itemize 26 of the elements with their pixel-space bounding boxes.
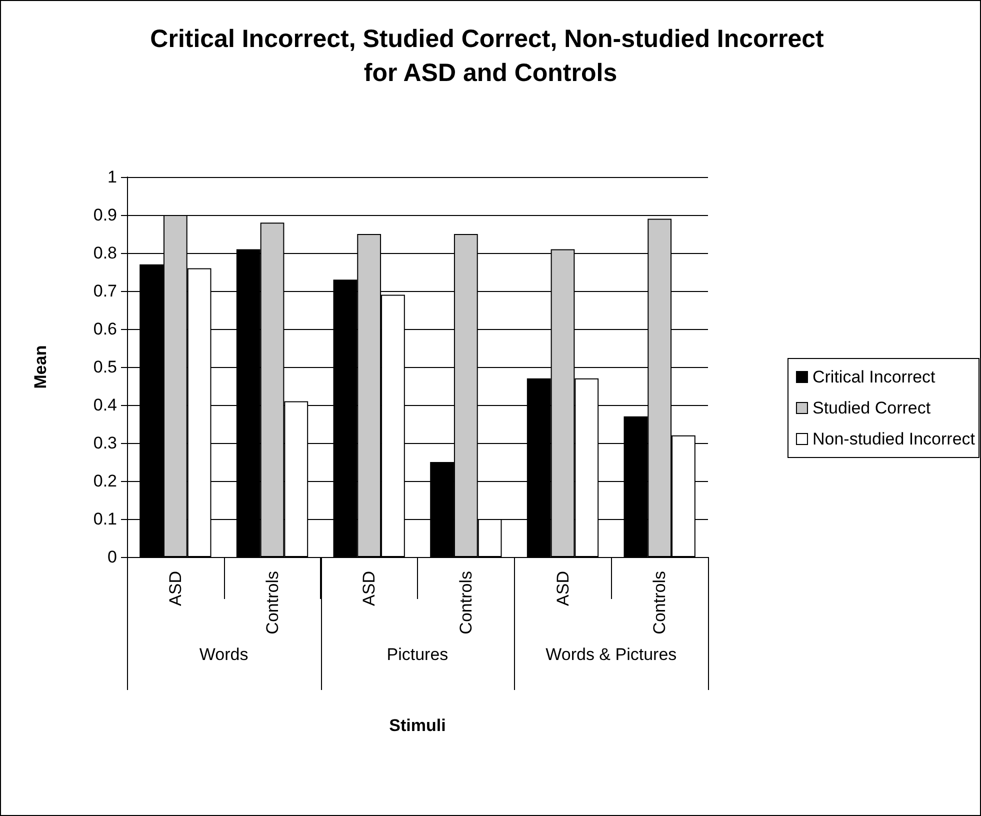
x-tick-label: Controls xyxy=(650,571,670,634)
x-tick-label: ASD xyxy=(166,571,185,606)
y-tick-label: 0.3 xyxy=(93,434,117,452)
y-tick-label: 0.1 xyxy=(93,510,117,528)
y-tick-label: 0 xyxy=(108,548,117,566)
y-tick-label: 0.8 xyxy=(93,244,117,262)
y-tick-label: 0.4 xyxy=(93,396,117,414)
x-tick-label: Controls xyxy=(262,571,282,634)
legend-label: Studied Correct xyxy=(812,398,931,418)
x-tick-label: Controls xyxy=(456,571,476,634)
x-tick-label: ASD xyxy=(360,571,379,606)
y-tick-label: 0.7 xyxy=(93,282,117,300)
y-tick-label: 0.6 xyxy=(93,320,117,338)
text: Words & Pictures xyxy=(544,645,678,665)
y-tick-label: 0.5 xyxy=(93,358,117,376)
legend-label: Non-studied Incorrect xyxy=(812,430,976,448)
x-tick-label: ASD xyxy=(553,571,572,606)
chart-title: Critical Incorrect, Studied Correct, Non-studied Incorrect for ASD and Controls xyxy=(150,25,831,87)
x-axis-title: Stimuli xyxy=(389,716,446,735)
y-tick-label: 1 xyxy=(108,168,117,186)
y-axis-title: Mean xyxy=(31,345,50,389)
legend-label: Critical Incorrect xyxy=(812,368,936,386)
text: Words xyxy=(198,645,250,665)
y-tick-label: 0.9 xyxy=(93,206,117,224)
y-tick-label: 0.2 xyxy=(93,472,117,490)
text: Pictures xyxy=(386,645,450,665)
